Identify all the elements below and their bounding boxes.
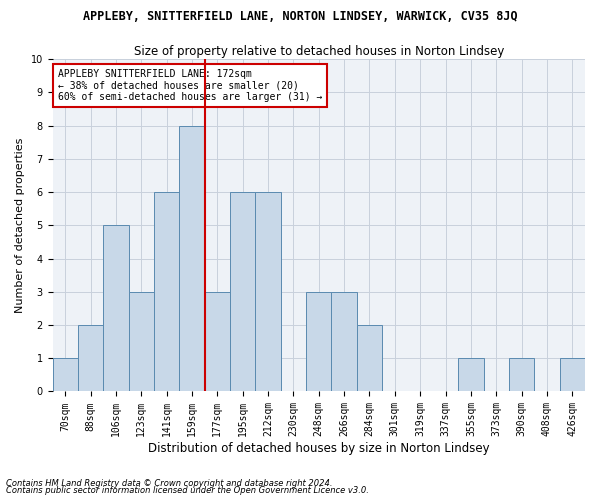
Bar	[306, 292, 331, 392]
Bar	[103, 226, 128, 392]
Bar	[509, 358, 534, 392]
Bar	[230, 192, 256, 392]
Y-axis label: Number of detached properties: Number of detached properties	[15, 138, 25, 313]
Bar	[53, 358, 78, 392]
Bar	[128, 292, 154, 392]
Bar	[256, 192, 281, 392]
Bar	[179, 126, 205, 392]
Bar	[560, 358, 585, 392]
Text: Contains public sector information licensed under the Open Government Licence v3: Contains public sector information licen…	[6, 486, 369, 495]
Bar	[331, 292, 357, 392]
Text: APPLEBY, SNITTERFIELD LANE, NORTON LINDSEY, WARWICK, CV35 8JQ: APPLEBY, SNITTERFIELD LANE, NORTON LINDS…	[83, 10, 517, 23]
Title: Size of property relative to detached houses in Norton Lindsey: Size of property relative to detached ho…	[134, 45, 504, 58]
Bar	[357, 325, 382, 392]
X-axis label: Distribution of detached houses by size in Norton Lindsey: Distribution of detached houses by size …	[148, 442, 490, 455]
Text: Contains HM Land Registry data © Crown copyright and database right 2024.: Contains HM Land Registry data © Crown c…	[6, 478, 332, 488]
Text: APPLEBY SNITTERFIELD LANE: 172sqm
← 38% of detached houses are smaller (20)
60% : APPLEBY SNITTERFIELD LANE: 172sqm ← 38% …	[58, 69, 322, 102]
Bar	[78, 325, 103, 392]
Bar	[458, 358, 484, 392]
Bar	[154, 192, 179, 392]
Bar	[205, 292, 230, 392]
